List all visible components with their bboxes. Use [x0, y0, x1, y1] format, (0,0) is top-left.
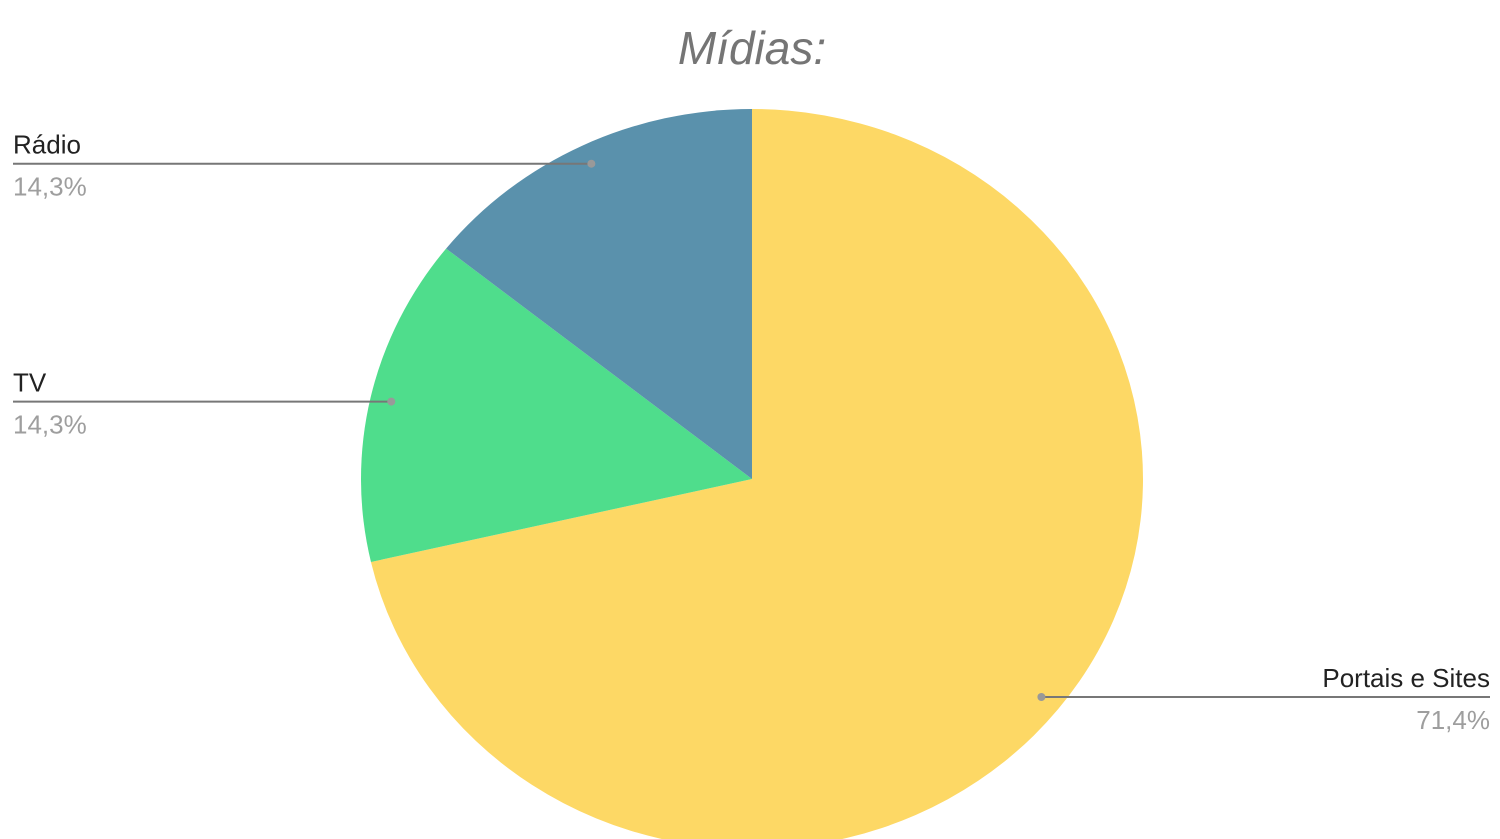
leader-dot [387, 397, 396, 406]
slice-value-label: 14,3% [13, 172, 87, 202]
pie-slice [370, 109, 1143, 839]
leader-dot [1037, 692, 1046, 701]
slice-value-label: 14,3% [13, 410, 87, 440]
slice-label: TV [13, 368, 47, 398]
slice-value-label: 71,4% [1416, 705, 1490, 735]
chart-title: Mídias: [678, 22, 826, 74]
pie-slice [361, 248, 752, 562]
leader-dot [587, 159, 596, 168]
pie-slice [446, 109, 752, 479]
slice-label: Portais e Sites [1322, 663, 1490, 693]
slice-label: Rádio [13, 130, 81, 160]
